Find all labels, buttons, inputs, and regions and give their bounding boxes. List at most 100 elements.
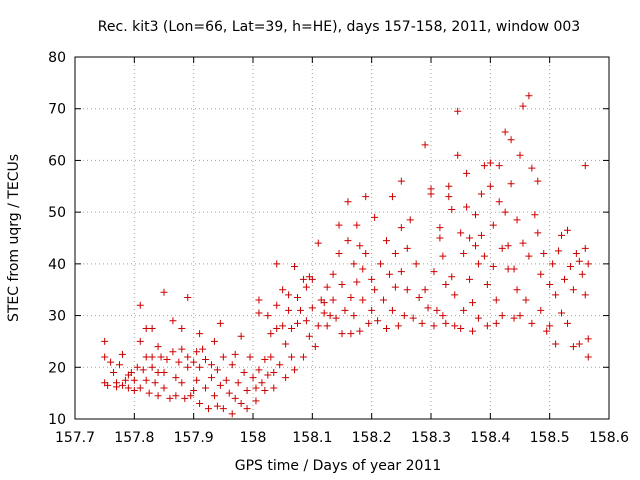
data-point-marker	[142, 353, 150, 361]
x-tick-label: 157.8	[114, 430, 154, 446]
data-point-marker	[288, 353, 296, 361]
y-tick-label: 80	[48, 50, 66, 66]
data-point-marker	[581, 244, 589, 252]
data-point-marker	[537, 270, 545, 278]
x-axis-label: GPS time / Days of year 2011	[235, 458, 442, 474]
data-point-marker	[291, 262, 299, 270]
data-point-marker	[118, 381, 126, 389]
data-point-marker	[107, 358, 115, 366]
data-point-marker	[454, 151, 462, 159]
data-point-marker	[442, 281, 450, 289]
data-point-marker	[495, 198, 503, 206]
data-point-marker	[584, 335, 592, 343]
data-point-marker	[397, 224, 405, 232]
y-tick-label: 30	[48, 309, 66, 325]
data-point-marker	[507, 136, 515, 144]
data-point-marker	[466, 234, 474, 242]
data-point-marker	[113, 383, 121, 391]
data-point-marker	[430, 268, 438, 276]
data-point-marker	[148, 353, 156, 361]
data-point-marker	[350, 312, 358, 320]
data-point-marker	[216, 319, 224, 327]
data-point-marker	[460, 250, 468, 258]
data-point-marker	[380, 296, 388, 304]
data-point-marker	[255, 366, 263, 374]
data-point-marker	[184, 363, 192, 371]
data-point-marker	[356, 327, 364, 335]
data-point-marker	[314, 239, 322, 247]
data-point-marker	[231, 394, 239, 402]
data-point-marker	[332, 314, 340, 322]
data-point-marker	[344, 198, 352, 206]
data-point-marker	[133, 363, 141, 371]
data-point-marker	[569, 286, 577, 294]
data-point-marker	[172, 392, 180, 400]
x-tick-label: 158.3	[411, 430, 451, 446]
data-point-marker	[210, 392, 218, 400]
data-point-marker	[154, 368, 162, 376]
data-point-marker	[427, 190, 435, 198]
chart-title: Rec. kit3 (Lon=66, Lat=39, h=HE), days 1…	[98, 19, 580, 35]
data-point-marker	[139, 366, 147, 374]
data-point-marker	[368, 306, 376, 314]
data-point-marker	[510, 265, 518, 273]
data-point-marker	[457, 229, 465, 237]
data-point-marker	[383, 237, 390, 245]
data-point-marker	[118, 350, 126, 358]
x-tick-label: 158	[240, 430, 267, 446]
data-point-marker	[466, 275, 474, 283]
data-point-marker	[326, 312, 334, 320]
data-point-marker	[486, 159, 494, 167]
data-point-marker	[285, 291, 293, 299]
data-point-marker	[296, 306, 304, 314]
data-point-marker	[145, 389, 153, 397]
data-point-marker	[412, 260, 420, 268]
data-point-marker	[329, 270, 337, 278]
data-point-marker	[178, 379, 186, 387]
x-tick-label: 158.2	[352, 430, 392, 446]
data-point-marker	[510, 314, 518, 322]
data-point-marker	[498, 244, 506, 252]
data-point-marker	[501, 208, 509, 216]
data-point-marker	[101, 337, 109, 345]
data-point-marker	[273, 325, 281, 332]
data-point-marker	[258, 379, 266, 387]
data-point-marker	[460, 306, 468, 314]
y-tick-label: 20	[48, 360, 66, 376]
data-point-marker	[394, 322, 402, 330]
data-point-marker	[294, 293, 301, 301]
data-point-marker	[222, 376, 230, 384]
data-point-marker	[362, 250, 370, 258]
data-point-marker	[169, 317, 177, 325]
data-point-marker	[338, 330, 346, 338]
data-point-marker	[273, 260, 281, 268]
data-point-marker	[451, 322, 459, 330]
data-point-marker	[442, 319, 450, 327]
data-point-marker	[202, 384, 210, 392]
data-point-marker	[320, 309, 328, 317]
data-point-marker	[169, 348, 177, 356]
data-point-marker	[291, 366, 299, 374]
data-point-marker	[531, 211, 539, 219]
data-point-marker	[288, 325, 296, 332]
data-point-marker	[282, 374, 290, 382]
data-point-marker	[228, 410, 236, 418]
data-point-marker	[335, 221, 343, 229]
data-point-marker	[403, 286, 411, 294]
data-point-marker	[575, 257, 583, 265]
data-point-marker	[507, 180, 515, 188]
data-point-marker	[267, 353, 275, 361]
data-point-marker	[469, 299, 477, 307]
data-point-marker	[584, 353, 592, 361]
data-point-marker	[451, 291, 459, 299]
data-point-marker	[193, 376, 201, 384]
data-point-marker	[285, 306, 293, 314]
data-point-marker	[308, 304, 316, 312]
data-point-marker	[439, 312, 447, 320]
grid-lines	[75, 57, 609, 419]
data-point-marker	[421, 286, 429, 294]
data-point-marker	[302, 283, 310, 291]
data-point-marker	[148, 325, 156, 332]
data-point-marker	[463, 169, 471, 177]
